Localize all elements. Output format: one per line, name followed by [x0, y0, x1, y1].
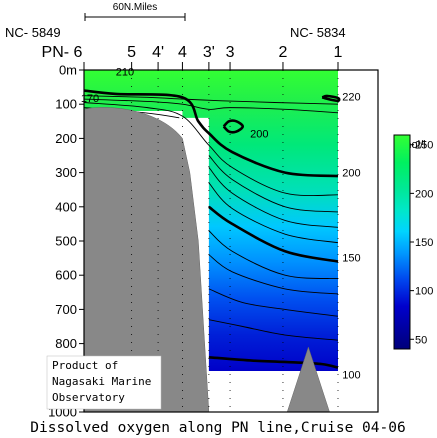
station-label-7: 1 — [334, 44, 343, 61]
station-label-5: 3 — [226, 44, 235, 61]
contour-label-5: 150 — [342, 252, 360, 264]
oxygen-fill-region — [84, 70, 338, 371]
credit-line-1: Product of — [52, 359, 118, 372]
y-tick-label-8: 800 — [55, 336, 77, 351]
contour-label-0: 210 — [116, 67, 134, 79]
station-label-1: 5 — [127, 44, 136, 61]
contour-170-8 — [208, 167, 339, 228]
contour-label-3: 220 — [342, 92, 360, 104]
contour-220-1 — [84, 95, 339, 105]
ship-label-right: NC- 5834 — [290, 25, 346, 40]
station-label-2: 4' — [152, 44, 164, 61]
contour-130-12 — [208, 254, 339, 295]
station-label-6: 2 — [279, 44, 288, 61]
y-axis: 0m1002003004005006007008009001000 — [48, 63, 84, 420]
station-label-0: PN- 6 — [42, 44, 83, 61]
contour-label-2: 200 — [250, 128, 268, 140]
contour-110-14 — [208, 319, 339, 341]
contour-140-11 — [208, 230, 339, 280]
colorbar-tick-label-2: 150 — [415, 237, 433, 249]
contour-lines — [84, 89, 341, 369]
contour-150-10 — [208, 205, 339, 263]
contour-label-1: 170 — [81, 93, 99, 105]
credit-line-3: Observatory — [52, 391, 125, 404]
contour-label-6: 100 — [342, 369, 360, 381]
contour-100-15 — [208, 355, 339, 369]
chart-title: Dissolved oxygen along PN line,Cruise 04… — [30, 420, 405, 436]
credit-box: Product of Nagasaki Marine Observatory — [46, 355, 162, 410]
credit-line-2: Nagasaki Marine — [52, 375, 151, 388]
contour-160-9 — [208, 182, 339, 244]
contour-120-13 — [208, 288, 339, 317]
contour-180-6 — [208, 155, 339, 213]
colorbar-tick-label-1: 200 — [415, 188, 433, 200]
y-tick-label-4: 400 — [55, 199, 77, 214]
station-label-4: 3' — [203, 44, 215, 61]
y-tick-label-2: 200 — [55, 131, 77, 146]
contour-200-3 — [84, 89, 339, 178]
ship-label-left: NC- 5849 — [5, 25, 61, 40]
y-tick-label-6: 600 — [55, 268, 77, 283]
contour-value-labels: 210 170 200 220 200 150 100 — [81, 67, 361, 382]
colorbar-tick-label-3: 100 — [415, 286, 433, 298]
contour-210-2 — [84, 98, 339, 114]
continental-slope — [83, 107, 210, 413]
oxygen-fill — [84, 70, 338, 371]
y-tick-label-5: 500 — [55, 234, 77, 249]
station-label-3: 4 — [178, 44, 187, 61]
contour-250-0 — [321, 94, 341, 103]
y-tick-label-0: 0m — [59, 63, 77, 78]
y-tick-label-1: 100 — [55, 97, 77, 112]
colorbar-tick-label-0: 250 — [415, 140, 433, 152]
contour-200-4 — [222, 119, 245, 134]
colorbar-tick-label-4: 50 — [415, 334, 427, 346]
scale-bar: 60N.Miles — [84, 2, 186, 21]
contour-label-4: 200 — [342, 168, 360, 180]
scale-bar-label: 60N.Miles — [113, 2, 157, 13]
contour-190-5 — [84, 102, 339, 197]
station-labels: PN- 6 5 4' 4 3' 3 2 1 — [42, 44, 343, 70]
y-tick-label-7: 700 — [55, 302, 77, 317]
y-tick-label-3: 300 — [55, 165, 77, 180]
